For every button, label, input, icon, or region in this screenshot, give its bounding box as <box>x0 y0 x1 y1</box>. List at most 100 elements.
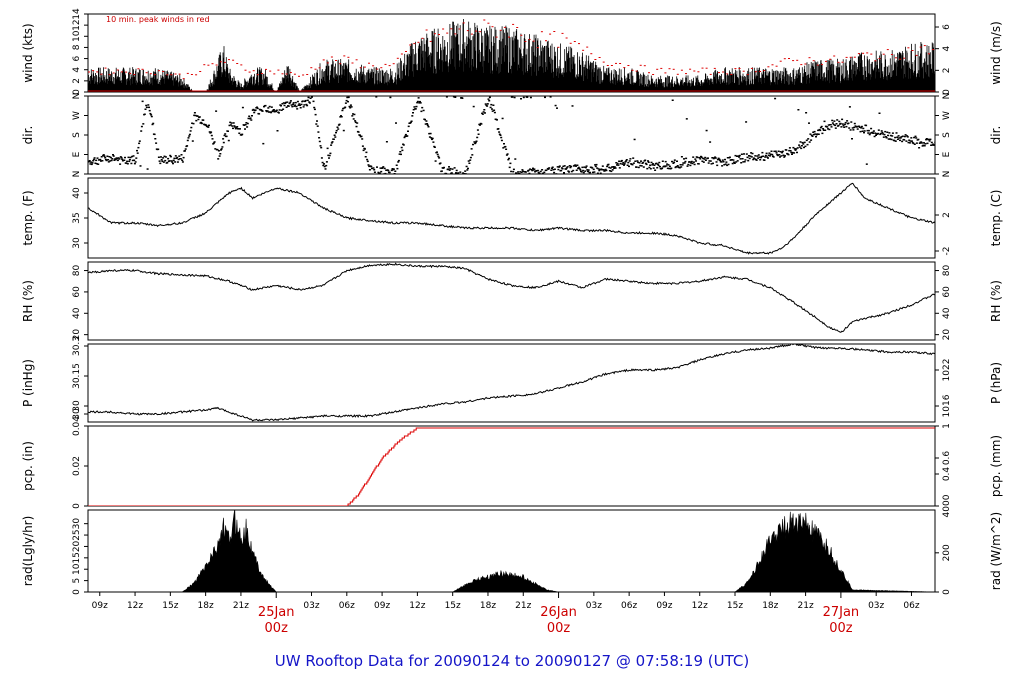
direction-point <box>411 115 414 117</box>
direction-point <box>516 173 519 174</box>
right-tick-label: 4000 <box>942 494 952 517</box>
direction-point <box>265 110 268 112</box>
peak-point <box>796 59 799 61</box>
direction-point <box>377 171 380 174</box>
direction-point <box>425 120 428 122</box>
direction-point <box>536 169 539 172</box>
direction-point <box>867 129 870 132</box>
direction-point <box>901 135 904 137</box>
peak-point <box>170 74 173 76</box>
direction-point <box>167 157 170 160</box>
direction-point <box>216 148 219 151</box>
direction-point <box>716 164 719 167</box>
direction-point <box>931 144 934 146</box>
direction-point <box>872 130 875 132</box>
peak-point <box>265 68 267 70</box>
direction-point <box>703 158 706 160</box>
direction-point <box>172 162 174 165</box>
direction-point <box>157 148 160 150</box>
direction-point <box>544 96 546 99</box>
direction-point <box>347 100 349 103</box>
direction-point <box>628 165 630 168</box>
direction-point <box>107 161 110 163</box>
panel-frame <box>87 343 936 423</box>
direction-point <box>120 156 123 159</box>
direction-point <box>150 114 153 116</box>
direction-point <box>477 133 480 135</box>
peak-point <box>709 73 712 75</box>
direction-point <box>263 105 265 108</box>
direction-point <box>927 138 930 141</box>
direction-point <box>512 168 515 171</box>
direction-point <box>695 160 697 162</box>
peak-point <box>660 67 663 69</box>
direction-point <box>136 152 139 154</box>
panel-precip: 0 0.02 0.04 4000 0.40.6 1 pcp. (in) pcp. (mm) <box>21 416 1003 518</box>
direction-point <box>563 165 566 167</box>
direction-point <box>160 158 163 161</box>
direction-point <box>736 155 738 157</box>
direction-point <box>684 160 687 163</box>
peak-point <box>174 73 177 75</box>
direction-point <box>450 172 453 174</box>
direction-point <box>352 118 355 120</box>
direction-point <box>110 159 113 162</box>
direction-point <box>719 159 721 161</box>
peak-point <box>252 70 255 72</box>
direction-point <box>673 159 676 161</box>
direction-point <box>135 157 138 159</box>
direction-point <box>865 124 868 127</box>
direction-point <box>929 138 932 141</box>
direction-point <box>169 154 172 157</box>
direction-point <box>615 162 618 164</box>
peak-point <box>680 69 683 71</box>
direction-point <box>809 133 812 135</box>
direction-point <box>874 132 877 134</box>
direction-point <box>796 147 799 149</box>
direction-point <box>480 123 483 125</box>
direction-point <box>872 132 875 134</box>
direction-point <box>296 100 299 103</box>
direction-point <box>738 154 741 157</box>
x-tick-label: 21z <box>798 601 814 611</box>
direction-point <box>246 122 249 125</box>
direction-point <box>149 112 152 115</box>
direction-point <box>321 161 324 164</box>
direction-point <box>452 173 455 174</box>
direction-point <box>229 121 232 124</box>
direction-point <box>908 139 911 141</box>
left-tick-label: 30 <box>72 237 82 249</box>
direction-point <box>899 139 901 142</box>
direction-point <box>836 119 839 121</box>
direction-point <box>771 153 774 156</box>
left-tick-label: 0.04 <box>72 416 82 436</box>
direction-point <box>711 157 714 159</box>
peak-point <box>845 56 848 58</box>
direction-point <box>404 135 407 137</box>
direction-point <box>841 123 844 125</box>
right-tick-label: 0.4 <box>942 467 952 482</box>
direction-point <box>806 143 809 146</box>
direction-point <box>320 146 323 149</box>
peak-point <box>153 74 156 76</box>
direction-point <box>445 172 448 174</box>
peak-point <box>343 55 346 57</box>
direction-point <box>875 134 877 136</box>
direction-point <box>724 163 727 165</box>
direction-point <box>842 124 845 127</box>
direction-point <box>284 101 287 104</box>
direction-point <box>267 107 270 109</box>
direction-point <box>845 125 848 128</box>
direction-point <box>813 130 816 133</box>
peak-point <box>223 61 226 63</box>
direction-point <box>800 147 803 150</box>
direction-point <box>313 108 316 111</box>
direction-point <box>276 130 279 132</box>
direction-point <box>325 164 328 167</box>
direction-point <box>286 101 289 103</box>
peak-point <box>932 49 935 51</box>
direction-point <box>801 141 804 144</box>
direction-point <box>174 155 177 157</box>
peak-point <box>116 69 119 71</box>
